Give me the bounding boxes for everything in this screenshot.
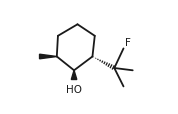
Polygon shape — [71, 71, 77, 80]
Text: HO: HO — [66, 84, 82, 94]
Polygon shape — [40, 55, 57, 59]
Text: F: F — [125, 37, 131, 47]
